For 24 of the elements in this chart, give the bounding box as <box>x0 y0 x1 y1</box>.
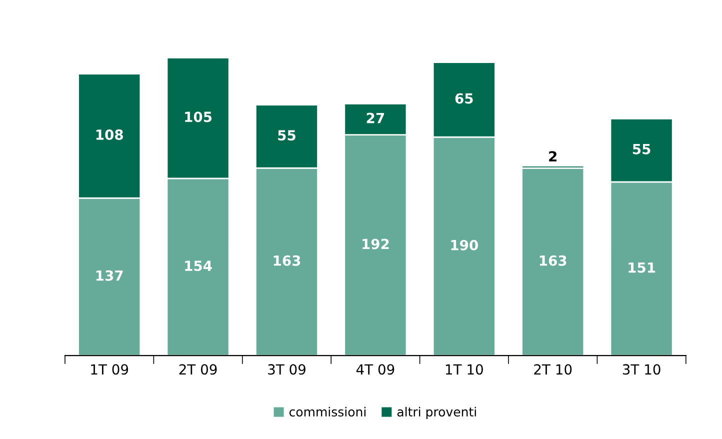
x-tick-label: 3T 10 <box>622 364 660 375</box>
data-label: 151 <box>628 262 656 273</box>
data-label: 154 <box>185 260 212 272</box>
data-label: 55 <box>632 144 650 154</box>
legend-label: altri proventi <box>397 406 476 419</box>
data-label: 65 <box>455 93 473 104</box>
x-tick-label: 4T 09 <box>356 364 394 375</box>
legend-label: commissioni <box>289 406 366 417</box>
data-label: 163 <box>540 255 566 266</box>
data-label: 137 <box>96 270 123 281</box>
x-tick-label: 3T 09 <box>268 364 306 375</box>
data-label: 108 <box>96 129 123 140</box>
x-tick-label: 2T 10 <box>534 364 572 375</box>
data-label: 163 <box>274 255 300 266</box>
data-label: 2 <box>549 151 556 162</box>
x-tick-label: 2T 09 <box>179 364 217 375</box>
data-label: 55 <box>278 130 296 141</box>
data-label: 27 <box>366 112 384 124</box>
x-tick-label: 1T 09 <box>91 364 128 375</box>
data-label: 190 <box>451 240 478 250</box>
data-label: 192 <box>362 238 389 250</box>
x-tick-label: 1T 10 <box>446 364 483 375</box>
bar <box>521 167 585 356</box>
data-label: 105 <box>185 112 212 122</box>
